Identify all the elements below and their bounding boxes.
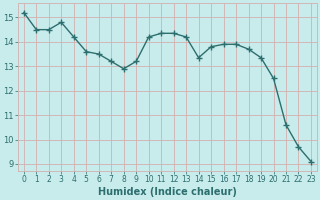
X-axis label: Humidex (Indice chaleur): Humidex (Indice chaleur) — [98, 187, 237, 197]
